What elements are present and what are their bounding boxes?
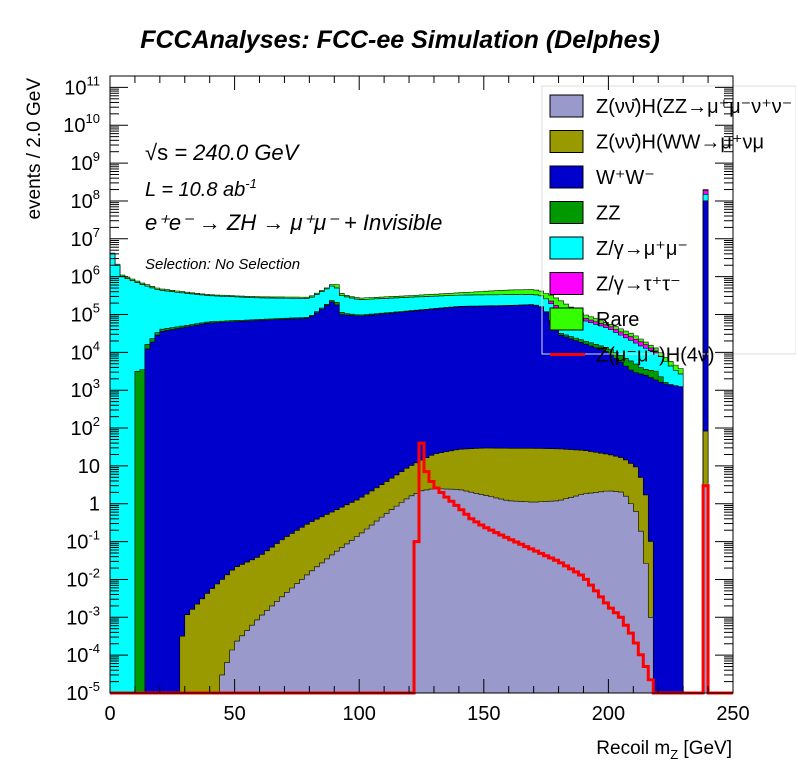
y-tick-label: 10-3: [66, 603, 100, 629]
x-tick-label: 50: [223, 703, 245, 725]
legend: Z(νν̄)H(ZZ→μ⁺μ⁻ν⁺ν⁻ Z(νν̄)H(WW→μ⁺νμ W⁺W⁻ ZZ…: [541, 85, 796, 367]
y-tick-label: 10-4: [66, 641, 100, 667]
y-tick-label: 10-1: [66, 528, 100, 554]
process-annotation: e⁺e⁻ → ZH → μ⁺μ⁻ + Invisible: [145, 210, 442, 235]
x-tick-label: 150: [467, 703, 500, 725]
legend-swatch: [549, 307, 584, 331]
annotations: √s = 240.0 GeV L = 10.8 ab-1 e⁺e⁻ → ZH →…: [145, 140, 442, 273]
legend-label: Z/γ→μ⁺μ⁻: [596, 238, 688, 260]
legend-label: Z(νν̄)H(ZZ→μ⁺μ⁻ν⁺ν⁻: [596, 96, 792, 118]
axes: 0 50 100 150 200 25010-510-410-310-210-111010…: [63, 73, 749, 725]
x-tick-label: 250: [716, 703, 749, 725]
y-tick-label: 107: [71, 225, 100, 251]
legend-label: Z/γ→τ⁺τ⁻: [596, 274, 681, 296]
y-tick-label: 102: [71, 414, 100, 440]
y-tick-label: 1010: [63, 111, 100, 137]
plot-frame: [109, 75, 734, 694]
lumi-annotation: L = 10.8 ab-1: [145, 176, 257, 201]
legend-label: Rare: [596, 309, 639, 331]
y-tick-label: 10: [78, 456, 100, 478]
x-tick-label: 200: [592, 703, 625, 725]
legend-swatch: [549, 201, 584, 224]
y-tick-label: 109: [71, 149, 100, 175]
x-axis-label: Recoil mZ [GeV]: [596, 738, 732, 762]
y-tick-label: 103: [71, 376, 100, 402]
y-tick-label: 104: [71, 338, 100, 364]
legend-label: W⁺W⁻: [596, 167, 655, 189]
y-tick-label: 105: [71, 300, 100, 326]
legend-swatch: [549, 236, 584, 260]
legend-label: Z(μ⁻μ⁺)H(4ν): [596, 345, 715, 367]
legend-swatch: [549, 94, 584, 118]
x-tick-label: 0: [104, 703, 115, 725]
y-tick-label: 1011: [64, 73, 100, 99]
selection-annotation: Selection: No Selection: [145, 256, 300, 273]
legend-swatch: [549, 130, 584, 153]
x-tick-label: 100: [343, 703, 376, 725]
legend-label: Z(νν̄)H(WW→μ⁺νμ: [596, 132, 764, 154]
legend-swatch: [549, 272, 584, 295]
series-0-area: [110, 485, 733, 694]
legend-frame: [541, 85, 796, 355]
legend-label: ZZ: [596, 203, 620, 225]
y-tick-label: 108: [71, 187, 100, 213]
sqrt-s-annotation: √s = 240.0 GeV: [145, 140, 301, 165]
y-axis-label: events / 2.0 GeV: [24, 78, 45, 220]
chart-title: FCCAnalyses: FCC-ee Simulation (Delphes): [140, 26, 660, 54]
y-tick-label: 1: [89, 494, 100, 516]
legend-swatch: [549, 165, 584, 189]
y-tick-label: 106: [71, 263, 100, 289]
plot-area: [109, 189, 733, 695]
y-tick-label: 10-5: [66, 679, 100, 705]
y-tick-label: 10-2: [66, 565, 100, 591]
